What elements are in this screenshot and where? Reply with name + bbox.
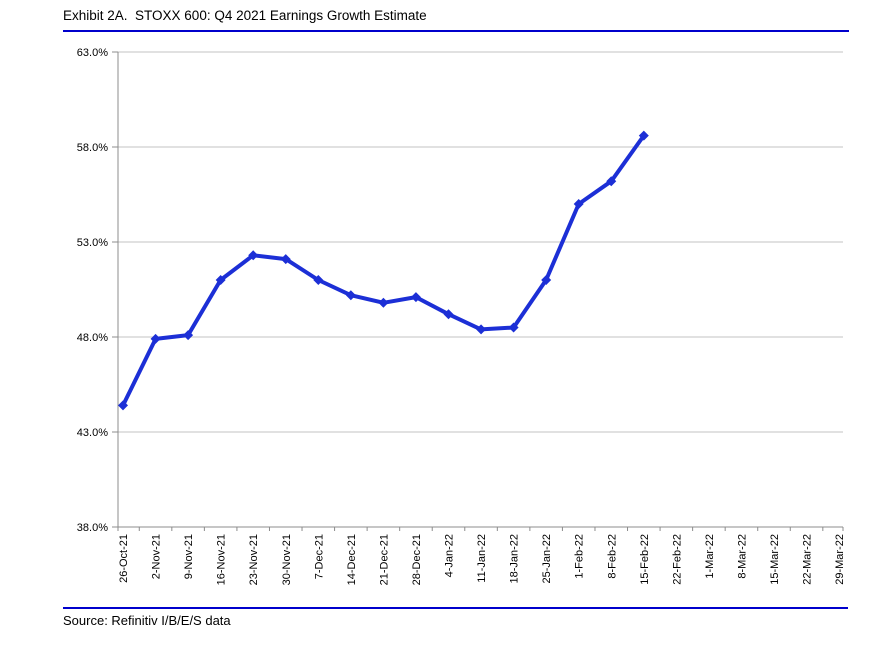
x-axis-label: 22-Feb-22 bbox=[671, 534, 683, 585]
x-axis-label: 30-Nov-21 bbox=[281, 534, 293, 585]
data-point-marker bbox=[215, 275, 226, 285]
footer-rule bbox=[63, 607, 848, 609]
x-axis-label: 28-Dec-21 bbox=[411, 534, 423, 585]
data-point-marker bbox=[638, 130, 649, 141]
x-axis-label: 29-Mar-22 bbox=[834, 534, 846, 585]
y-axis-label: 63.0% bbox=[77, 47, 108, 59]
y-axis-label: 48.0% bbox=[77, 332, 108, 344]
data-point-marker bbox=[476, 324, 487, 335]
x-axis-label: 9-Nov-21 bbox=[183, 534, 195, 579]
y-axis-label: 38.0% bbox=[77, 522, 108, 534]
x-axis-label: 25-Jan-22 bbox=[541, 534, 553, 584]
x-axis-label: 8-Mar-22 bbox=[736, 534, 748, 579]
x-axis-label: 21-Dec-21 bbox=[378, 534, 390, 585]
data-point-marker bbox=[606, 176, 617, 187]
data-point-marker bbox=[378, 297, 389, 308]
data-point-marker bbox=[508, 322, 519, 333]
x-axis-label: 8-Feb-22 bbox=[606, 534, 618, 579]
x-axis-label: 22-Mar-22 bbox=[802, 534, 814, 585]
x-axis-label: 26-Oct-21 bbox=[118, 534, 130, 583]
data-point-marker bbox=[345, 290, 356, 301]
y-axis-label: 53.0% bbox=[77, 237, 108, 249]
x-axis-label: 1-Mar-22 bbox=[704, 534, 716, 579]
x-axis-label: 15-Mar-22 bbox=[769, 534, 781, 585]
x-axis-label: 15-Feb-22 bbox=[639, 534, 651, 585]
data-point-marker bbox=[541, 275, 552, 285]
title-underline-rule bbox=[63, 30, 849, 32]
x-axis-label: 7-Dec-21 bbox=[313, 534, 325, 579]
data-point-marker bbox=[410, 292, 421, 303]
source-note: Source: Refinitiv I/B/E/S data bbox=[63, 613, 231, 628]
x-axis-label: 16-Nov-21 bbox=[216, 534, 228, 585]
x-axis-label: 23-Nov-21 bbox=[248, 534, 260, 585]
data-point-marker bbox=[118, 400, 128, 411]
series-line bbox=[121, 133, 646, 408]
exhibit-title: Exhibit 2A. STOXX 600: Q4 2021 Earnings … bbox=[63, 8, 427, 23]
x-axis-label: 14-Dec-21 bbox=[346, 534, 358, 585]
data-point-marker bbox=[150, 333, 161, 344]
data-point-marker bbox=[313, 275, 324, 285]
data-point-marker bbox=[443, 309, 454, 320]
x-axis-label: 4-Jan-22 bbox=[444, 534, 456, 577]
x-axis-label: 1-Feb-22 bbox=[574, 534, 586, 579]
x-axis-label: 18-Jan-22 bbox=[509, 534, 521, 584]
x-axis-label: 11-Jan-22 bbox=[476, 534, 488, 583]
y-axis-label: 58.0% bbox=[77, 142, 108, 154]
data-point-marker bbox=[183, 330, 194, 341]
data-point-marker bbox=[280, 254, 291, 265]
x-axis-label: 2-Nov-21 bbox=[151, 534, 163, 579]
data-point-marker bbox=[248, 250, 259, 261]
data-point-marker bbox=[573, 199, 584, 209]
y-axis-label: 43.0% bbox=[77, 427, 108, 439]
